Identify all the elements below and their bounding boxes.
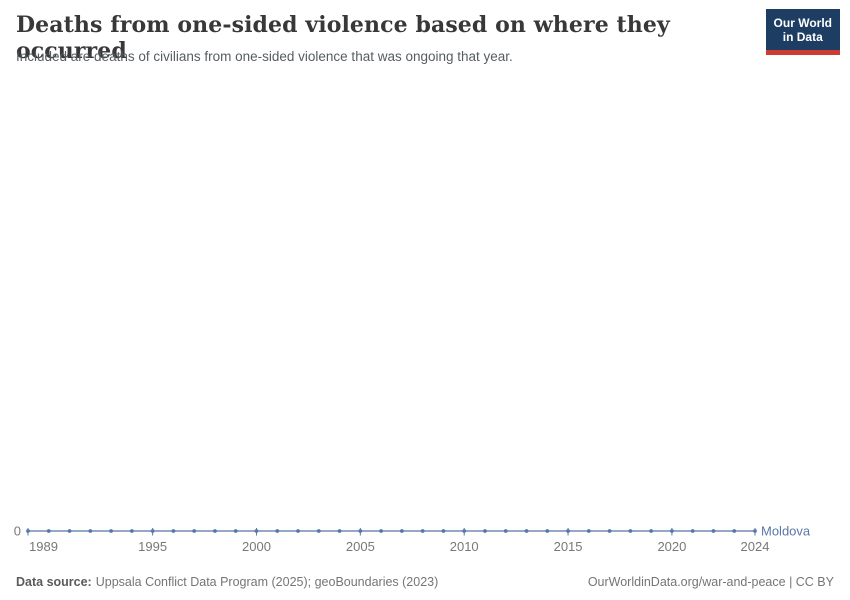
- data-point[interactable]: [483, 529, 487, 533]
- entity-label[interactable]: Moldova: [761, 524, 811, 539]
- data-point[interactable]: [607, 529, 612, 533]
- x-axis-tick-label: 1995: [138, 539, 167, 554]
- data-point[interactable]: [358, 529, 363, 533]
- data-point[interactable]: [67, 529, 72, 533]
- data-point[interactable]: [399, 529, 404, 533]
- data-point[interactable]: [275, 529, 280, 533]
- data-point[interactable]: [545, 529, 550, 533]
- data-point[interactable]: [296, 529, 300, 533]
- x-axis-tick-label: 2000: [242, 539, 271, 554]
- owid-logo-line2: in Data: [782, 30, 823, 45]
- data-point[interactable]: [254, 529, 259, 533]
- data-point[interactable]: [420, 529, 425, 533]
- data-point[interactable]: [503, 529, 508, 533]
- x-axis-tick-label: 2020: [657, 539, 686, 554]
- data-point[interactable]: [109, 529, 113, 533]
- data-point[interactable]: [566, 529, 570, 533]
- data-point[interactable]: [670, 529, 674, 533]
- data-point[interactable]: [129, 529, 134, 533]
- owid-logo-line1: Our World: [773, 16, 832, 30]
- data-point[interactable]: [462, 529, 467, 533]
- data-point[interactable]: [150, 529, 155, 533]
- data-source: Data source: Uppsala Conflict Data Progra…: [16, 575, 438, 589]
- data-point[interactable]: [690, 529, 695, 533]
- data-point[interactable]: [628, 529, 633, 533]
- data-point[interactable]: [586, 529, 591, 533]
- data-point[interactable]: [441, 529, 446, 533]
- data-point[interactable]: [46, 529, 51, 533]
- data-point[interactable]: [233, 529, 238, 533]
- data-point[interactable]: [213, 529, 217, 533]
- chart-footer: Data source: Uppsala Conflict Data Progra…: [16, 575, 834, 589]
- data-point[interactable]: [524, 529, 529, 533]
- x-axis-tick-label: 2005: [346, 539, 375, 554]
- x-axis-tick-label: 2015: [554, 539, 583, 554]
- data-point[interactable]: [379, 529, 384, 533]
- owid-logo[interactable]: Our World in Data: [765, 9, 840, 55]
- y-axis-tick-label: 0: [14, 524, 21, 539]
- page-subtitle: Included are deaths of civilians from on…: [16, 49, 513, 64]
- data-point[interactable]: [337, 529, 342, 533]
- data-point[interactable]: [192, 529, 197, 533]
- x-axis-tick-label: 1989: [29, 539, 58, 554]
- x-axis-tick-label: 2024: [741, 539, 770, 554]
- data-point[interactable]: [26, 529, 30, 533]
- data-point[interactable]: [649, 529, 654, 533]
- data-point[interactable]: [753, 529, 757, 533]
- data-point[interactable]: [732, 529, 737, 533]
- page-title: Deaths from one-sided violence based on …: [16, 12, 670, 64]
- footer-license-link[interactable]: OurWorldinData.org/war-and-peace | CC BY: [587, 575, 834, 589]
- data-source-text: Uppsala Conflict Data Program (2025); ge…: [95, 575, 439, 589]
- data-point[interactable]: [171, 529, 176, 533]
- data-point[interactable]: [711, 529, 716, 533]
- data-point[interactable]: [88, 529, 93, 533]
- x-axis-tick-label: 2010: [450, 539, 479, 554]
- data-point[interactable]: [316, 529, 321, 533]
- data-source-label: Data source:: [16, 575, 92, 589]
